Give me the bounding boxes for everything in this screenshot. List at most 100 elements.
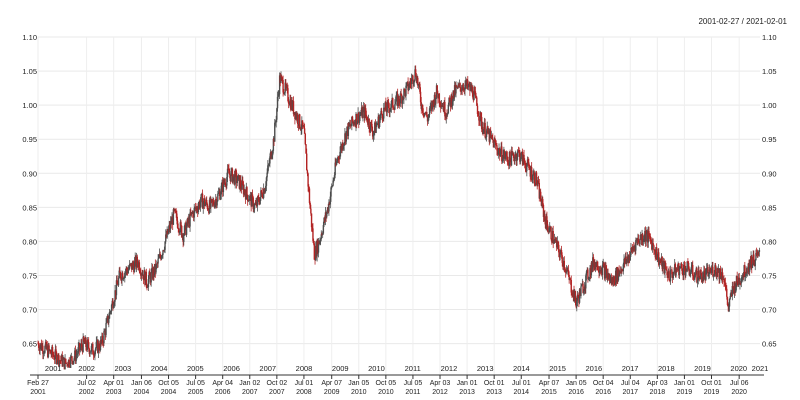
- candle-body: [216, 200, 218, 206]
- candle-body: [264, 189, 266, 194]
- x-tick-label: Jul 02: [77, 380, 96, 387]
- candle-body: [409, 82, 411, 84]
- x-tick-label: Apr 07: [539, 380, 560, 387]
- candle-body: [622, 264, 625, 272]
- candle-body: [564, 269, 566, 271]
- candle-body: [44, 346, 46, 353]
- candle-body: [145, 271, 148, 285]
- candle-body: [408, 87, 410, 91]
- candle-body: [328, 202, 330, 212]
- candle-body: [431, 100, 434, 110]
- candle-body: [360, 114, 362, 116]
- candle-body: [58, 360, 61, 367]
- candle-body: [178, 232, 181, 233]
- candle-body: [736, 276, 738, 283]
- x-tick-label: Jul 05: [404, 380, 423, 387]
- candle-body: [65, 358, 67, 364]
- candle-body: [533, 172, 536, 184]
- candle-body: [563, 260, 565, 270]
- y-tick-label: 0.70: [22, 306, 37, 315]
- candle-body: [635, 240, 637, 251]
- candle-body: [448, 97, 450, 105]
- candle-body: [535, 172, 538, 184]
- candle-body: [652, 243, 654, 246]
- candle-body: [603, 263, 605, 266]
- x-tick-label: Jan 02: [239, 380, 260, 387]
- y-tick-label: 0.80: [22, 237, 37, 246]
- year-label: 2018: [658, 364, 675, 373]
- x-tick-label: Jul 01: [512, 380, 531, 387]
- candle-body: [176, 220, 179, 228]
- candle-body: [225, 185, 227, 186]
- candle-body: [342, 145, 345, 149]
- candle-body: [199, 202, 202, 208]
- candle-body: [312, 240, 315, 244]
- candle-body: [387, 102, 390, 108]
- candle-body: [724, 282, 727, 287]
- candle-body: [390, 100, 393, 108]
- candle-body: [516, 156, 518, 162]
- candle-body: [172, 209, 175, 225]
- candle-body: [68, 359, 70, 367]
- candle-body: [88, 348, 91, 355]
- candle-body: [604, 266, 606, 279]
- candle-body: [560, 250, 563, 256]
- y-tick-label: 0.95: [22, 135, 37, 144]
- y-tick-label-right: 0.80: [762, 237, 777, 246]
- candle-body: [197, 206, 200, 212]
- candle-body: [280, 76, 282, 83]
- candle-body: [52, 354, 54, 356]
- candle-body: [299, 114, 301, 128]
- candle-body: [161, 254, 163, 256]
- candle-body: [487, 126, 489, 134]
- year-label: 2014: [513, 364, 530, 373]
- candle-body: [296, 114, 299, 125]
- candle-body: [642, 240, 645, 242]
- candle-body: [228, 173, 231, 175]
- candle-body: [552, 231, 554, 244]
- candle-body: [473, 90, 475, 101]
- candle-body: [136, 256, 138, 264]
- candle-body: [211, 199, 213, 202]
- candle-body: [399, 93, 402, 104]
- x-tick-label: Oct 05: [376, 380, 397, 387]
- candle-body: [400, 93, 402, 96]
- candle-body: [308, 186, 310, 189]
- candle-body: [376, 123, 379, 125]
- candle-body: [467, 80, 469, 88]
- candle-body: [728, 306, 730, 308]
- candle-body: [141, 273, 143, 276]
- candle-body: [708, 269, 711, 275]
- candle-body: [83, 336, 85, 342]
- candle-body: [217, 193, 219, 201]
- date-range-label: 2001-02-27 / 2021-02-01: [698, 17, 787, 26]
- candle-body: [351, 116, 354, 123]
- candle-body: [723, 282, 726, 283]
- candle-body: [441, 105, 443, 107]
- candle-body: [101, 335, 104, 343]
- candle-body: [53, 359, 56, 360]
- candle-body: [147, 287, 149, 288]
- candle-body: [248, 200, 250, 201]
- candle-body: [712, 266, 714, 277]
- candle-body: [647, 231, 650, 243]
- candle-body: [550, 227, 552, 240]
- candle-body: [322, 225, 325, 234]
- candle-body: [630, 247, 632, 255]
- candle-body: [319, 240, 321, 244]
- candle-body: [112, 300, 114, 309]
- candle-body: [653, 245, 655, 251]
- candle-body: [334, 162, 336, 176]
- x-tick-label: 2010: [378, 389, 394, 396]
- candle-body: [601, 264, 604, 275]
- candle-body: [228, 169, 230, 174]
- x-tick-label: 2009: [324, 389, 340, 396]
- candle-body: [373, 131, 375, 135]
- candle-body: [181, 225, 183, 238]
- candle-body: [392, 98, 394, 108]
- candle-body: [261, 192, 263, 197]
- candle-body: [493, 139, 495, 148]
- candle-body: [320, 234, 322, 240]
- candle-body: [758, 249, 761, 252]
